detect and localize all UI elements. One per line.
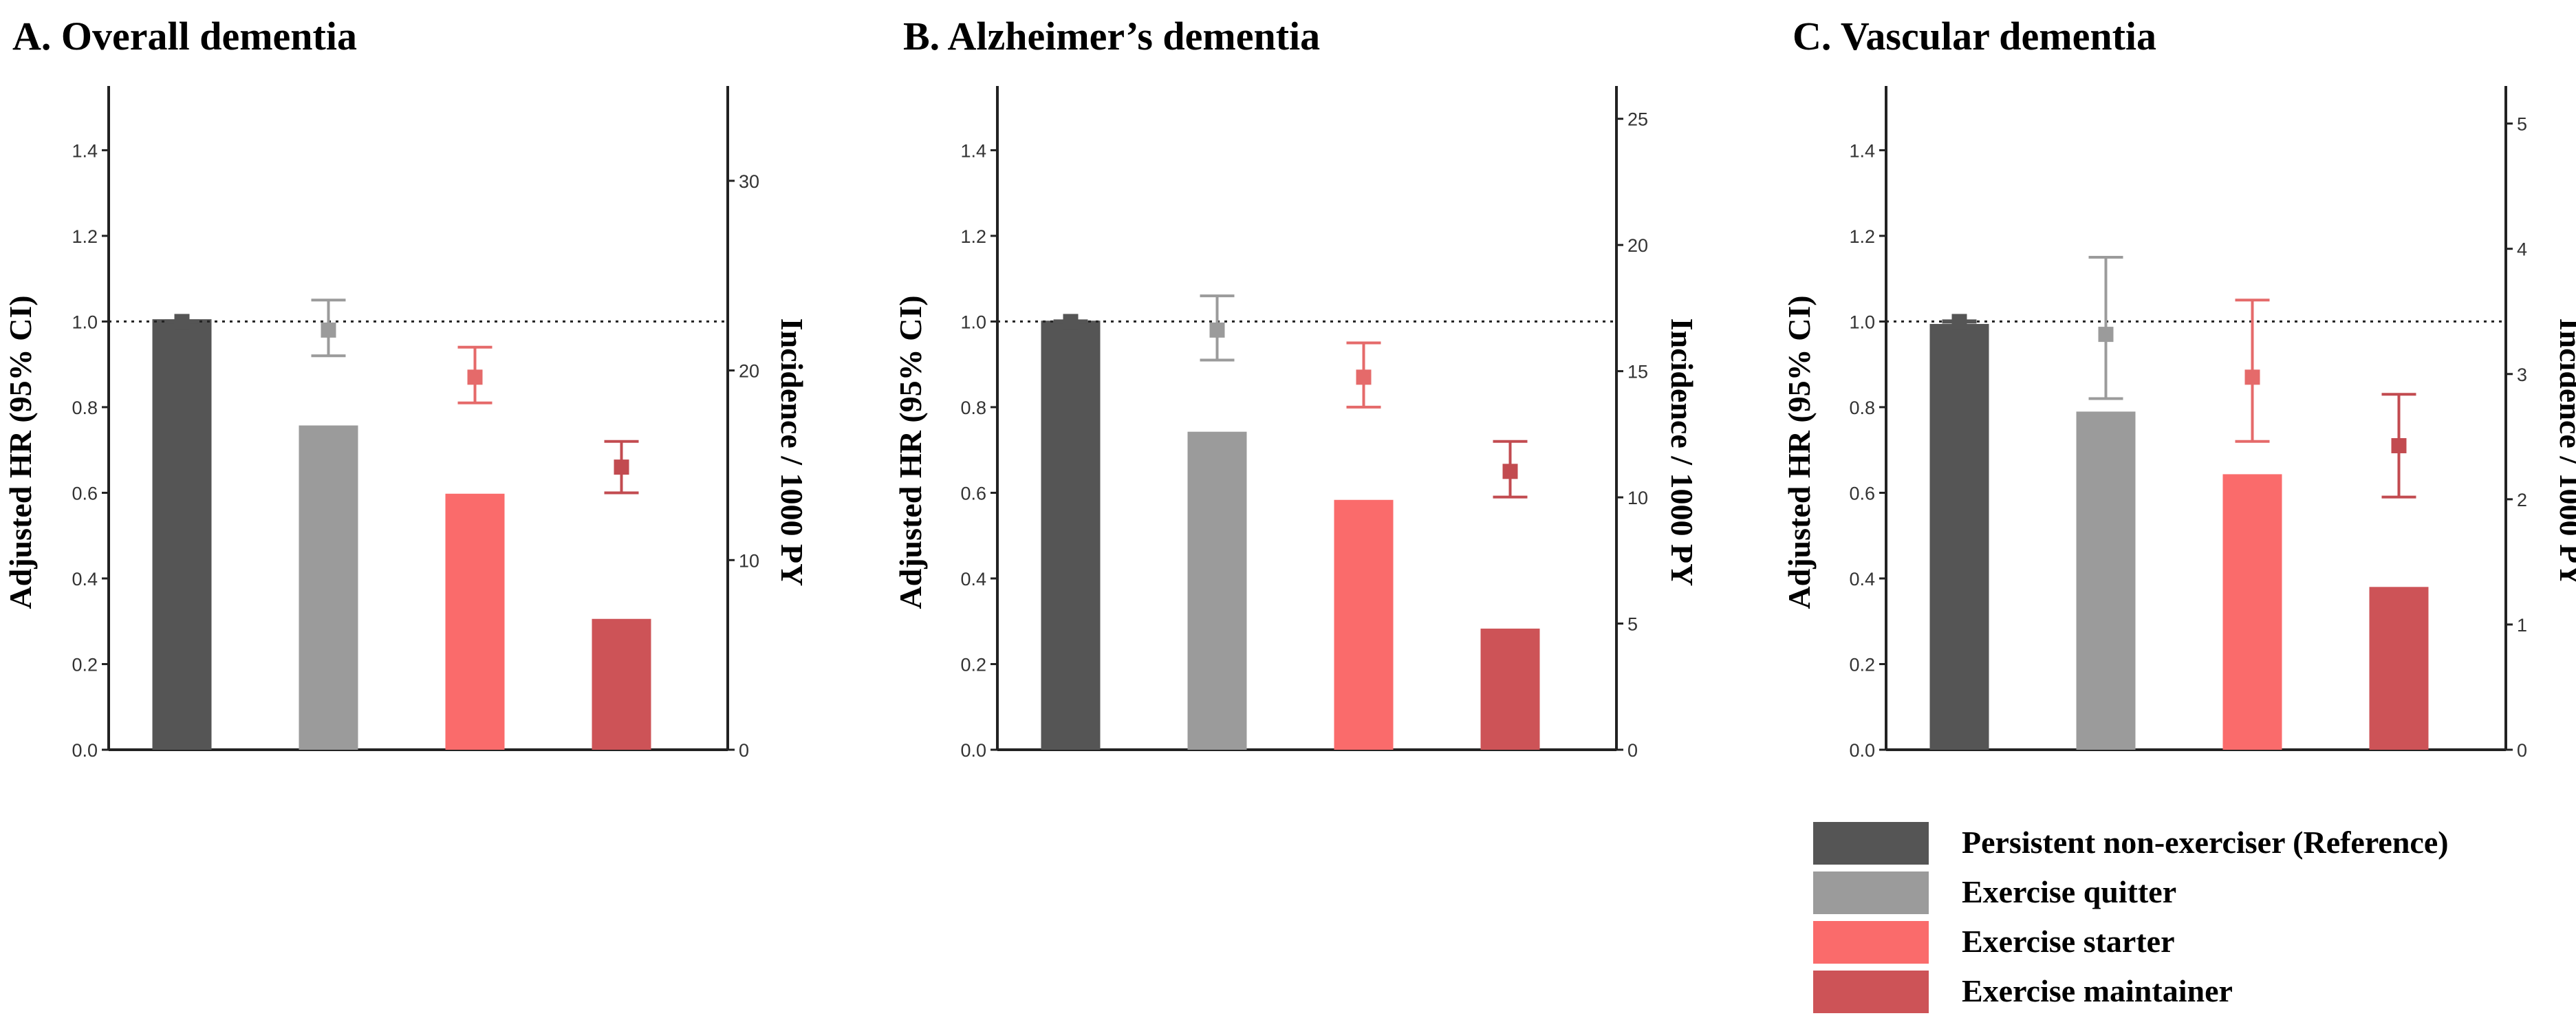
left-tick-label: 1.0 [72,312,98,332]
hr-point [1502,464,1518,479]
legend-label: Persistent non-exerciser (Reference) [1962,825,2449,860]
left-tick-label: 0.8 [1849,398,1875,418]
left-tick-label: 0.0 [1849,740,1875,761]
incidence-bar [445,493,505,750]
right-tick-label: 5 [2517,114,2527,135]
hr-point [1063,314,1079,329]
left-tick-label: 1.4 [1849,140,1875,161]
left-tick-label: 1.0 [960,312,986,332]
right-tick-label: 10 [739,550,759,571]
hr-point [2391,437,2407,453]
left-tick-label: 1.2 [960,226,986,247]
left-tick-label: 0.0 [72,740,98,761]
right-tick-label: 20 [1627,235,1648,256]
left-axis-label: Adjusted HR (95% CI) [1782,295,1817,609]
panel-title: B. Alzheimer’s dementia [903,14,1320,58]
incidence-bar [592,618,651,750]
hr-point [1209,322,1225,338]
right-tick-label: 20 [739,361,759,382]
right-tick-label: 0 [1627,740,1638,761]
hr-point [1951,314,1967,329]
hr-point [321,322,336,338]
left-tick-label: 0.6 [72,483,98,503]
right-tick-label: 3 [2517,365,2527,385]
left-tick-label: 1.2 [72,226,98,247]
incidence-bar [1187,431,1247,750]
left-tick-label: 0.4 [960,569,986,589]
legend-label: Exercise quitter [1962,874,2176,909]
right-tick-label: 0 [2517,740,2527,761]
right-axis-label: Incidence / 1000 PY [2553,318,2576,587]
incidence-bar [1480,628,1540,750]
incidence-bar [2222,474,2282,750]
right-axis-label: Incidence / 1000 PY [775,318,810,587]
hr-point [467,369,483,385]
left-tick-label: 0.6 [1849,483,1875,503]
right-tick-label: 0 [739,740,749,761]
panel-title: C. Vascular dementia [1793,14,2156,58]
left-tick-label: 0.6 [960,483,986,503]
legend-label: Exercise maintainer [1962,973,2233,1008]
left-tick-label: 1.4 [72,140,98,161]
right-tick-label: 15 [1627,362,1648,382]
left-tick-label: 0.0 [960,740,986,761]
right-tick-label: 2 [2517,490,2527,510]
left-tick-label: 1.4 [960,140,986,161]
left-axis-label: Adjusted HR (95% CI) [893,295,928,609]
panel-2: B. Alzheimer’s dementia 0.0 0.2 0.4 0.6 0.8 1.… [893,14,1700,761]
incidence-bar [2076,411,2136,750]
legend-swatch [1813,871,1929,914]
left-axis-label: Adjusted HR (95% CI) [3,295,38,609]
left-tick-label: 0.8 [960,398,986,418]
incidence-bar [299,425,358,750]
incidence-bar [2369,587,2429,750]
left-tick-label: 0.4 [72,569,98,589]
legend-swatch [1813,971,1929,1013]
legend: Persistent non-exerciser (Reference) Exer… [1813,822,2449,1013]
right-tick-label: 10 [1627,488,1648,508]
panel-1: A. Overall dementia 0.0 0.2 0.4 0.6 0.8 1.0 1.2… [3,14,810,761]
incidence-bar [1929,323,1989,750]
left-tick-label: 0.4 [1849,569,1875,589]
right-tick-label: 1 [2517,615,2527,636]
legend-swatch [1813,921,1929,964]
hr-point [2098,327,2114,343]
right-tick-label: 5 [1627,614,1638,635]
panel-title: A. Overall dementia [12,14,357,58]
hr-point [2244,369,2260,385]
incidence-bar [1041,321,1101,750]
right-axis-label: Incidence / 1000 PY [1665,318,1700,587]
left-tick-label: 0.2 [960,654,986,675]
left-tick-label: 0.8 [72,398,98,418]
left-tick-label: 0.2 [72,654,98,675]
incidence-bar [1334,499,1394,750]
left-tick-label: 0.2 [1849,654,1875,675]
left-tick-label: 1.2 [1849,226,1875,247]
left-tick-label: 1.0 [1849,312,1875,332]
right-tick-label: 30 [739,171,759,192]
right-tick-label: 4 [2517,239,2527,260]
hr-point [174,314,190,329]
legend-swatch [1813,822,1929,865]
legend-label: Exercise starter [1962,924,2175,959]
incidence-bar [152,319,212,750]
hr-point [1356,369,1372,385]
hr-point [614,459,629,475]
panel-3: C. Vascular dementia 0.0 0.2 0.4 0.6 0.8 1.0 1.… [1782,14,2576,761]
right-tick-label: 25 [1627,109,1648,130]
